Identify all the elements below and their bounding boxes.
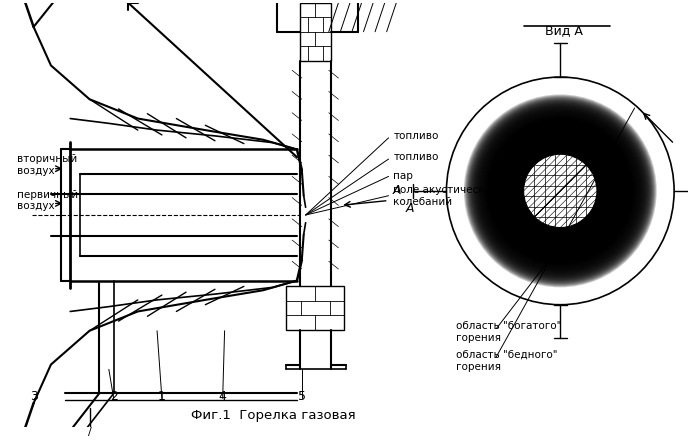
Circle shape [484,115,636,267]
Circle shape [478,108,643,273]
Circle shape [467,97,654,285]
Circle shape [475,106,645,276]
Circle shape [495,125,626,257]
Text: /: / [88,427,92,437]
Circle shape [503,134,617,248]
Circle shape [495,125,626,257]
Circle shape [484,114,637,268]
Circle shape [470,100,651,282]
Circle shape [488,119,633,263]
Text: Вид А: Вид А [545,24,583,37]
Text: первичный
воздух: первичный воздух [18,190,78,211]
Circle shape [471,102,650,280]
Circle shape [491,121,630,260]
Text: вторичный
воздух: вторичный воздух [18,154,78,176]
Text: А: А [406,202,414,215]
Text: А: А [393,184,401,198]
Circle shape [482,112,639,270]
Circle shape [500,130,621,251]
Circle shape [517,147,604,235]
Circle shape [496,126,625,256]
Bar [300,3,330,61]
Circle shape [524,154,597,227]
Bar [286,286,344,330]
Circle shape [485,116,636,266]
Circle shape [466,96,655,286]
Circle shape [473,103,648,279]
Circle shape [474,105,647,277]
Circle shape [473,104,648,278]
Circle shape [505,136,616,246]
Circle shape [481,111,640,271]
Circle shape [519,150,602,232]
Circle shape [512,143,608,239]
Circle shape [496,127,624,255]
Circle shape [510,140,610,241]
Circle shape [501,132,620,250]
Text: пар: пар [393,172,413,181]
Circle shape [508,138,613,244]
Circle shape [509,139,612,242]
Text: 5: 5 [298,390,306,403]
Text: область "бедного"
горения: область "бедного" горения [456,350,558,372]
Text: 1: 1 [158,390,166,403]
Circle shape [492,122,629,260]
Circle shape [479,109,642,272]
Text: поле акустических
колебаний: поле акустических колебаний [393,185,498,206]
Circle shape [468,99,652,282]
Circle shape [494,124,627,257]
Circle shape [468,98,653,284]
Circle shape [514,144,607,238]
Text: область "богатого"
горения: область "богатого" горения [456,321,561,343]
Circle shape [464,95,657,287]
Text: топливо: топливо [393,131,439,141]
Circle shape [490,121,631,261]
Circle shape [486,117,634,265]
Circle shape [489,120,631,262]
Circle shape [506,137,615,245]
Text: Фиг.1  Горелка газовая: Фиг.1 Горелка газовая [190,409,355,422]
Circle shape [480,110,641,271]
Circle shape [503,133,618,249]
Text: 3: 3 [29,390,38,403]
Text: топливо: топливо [393,152,439,162]
Circle shape [495,125,626,257]
Text: 2: 2 [110,390,118,403]
Circle shape [465,95,656,286]
Circle shape [515,146,606,236]
Circle shape [470,101,650,281]
Circle shape [498,129,622,253]
Circle shape [476,106,645,275]
Circle shape [497,128,624,254]
Circle shape [487,118,634,264]
Circle shape [511,142,610,240]
Circle shape [482,113,638,269]
Text: 4: 4 [218,390,227,403]
Circle shape [517,148,603,234]
Circle shape [493,123,628,258]
Circle shape [477,107,644,274]
